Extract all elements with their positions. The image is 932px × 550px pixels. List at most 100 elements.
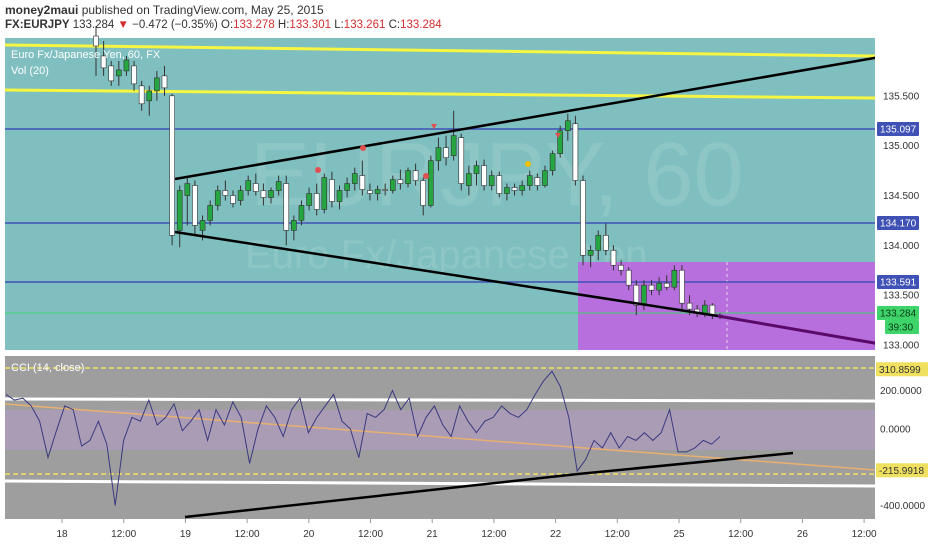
candle[interactable]: [633, 280, 640, 316]
candle[interactable]: [603, 223, 609, 256]
candle[interactable]: [443, 135, 449, 166]
candle[interactable]: [412, 163, 419, 186]
candle[interactable]: [100, 40, 107, 76]
candle[interactable]: [176, 185, 183, 248]
candle[interactable]: [268, 187, 274, 204]
candle[interactable]: [504, 183, 510, 201]
candle[interactable]: [496, 171, 503, 198]
candle[interactable]: [526, 170, 533, 191]
candle[interactable]: [222, 180, 229, 201]
candle[interactable]: [473, 160, 480, 186]
main-pane-title[interactable]: Euro Fx/Japanese Yen, 60, FX: [11, 49, 161, 61]
candle[interactable]: [542, 165, 548, 188]
candle[interactable]: [679, 265, 685, 311]
candle[interactable]: [557, 125, 563, 158]
candle[interactable]: [458, 133, 465, 191]
candle[interactable]: [321, 173, 328, 214]
candle[interactable]: [344, 177, 350, 198]
candle[interactable]: [260, 183, 267, 206]
candle[interactable]: [595, 230, 602, 261]
author-name[interactable]: money2maui: [5, 3, 79, 17]
candle[interactable]: [253, 173, 259, 196]
candle[interactable]: [405, 167, 411, 188]
candle[interactable]: [428, 155, 434, 208]
level-tag[interactable]: 135.097: [877, 122, 919, 136]
candle[interactable]: [610, 245, 617, 271]
level-tag[interactable]: 39:30: [885, 320, 919, 334]
candle[interactable]: [146, 85, 153, 116]
candle-body: [443, 147, 449, 158]
candle[interactable]: [534, 173, 541, 191]
candle[interactable]: [184, 177, 191, 226]
trendline-upper[interactable]: [174, 55, 881, 181]
trendline-lower[interactable]: [174, 230, 719, 318]
candle[interactable]: [123, 55, 130, 76]
candle[interactable]: [549, 150, 556, 176]
candle[interactable]: [116, 60, 122, 86]
candle[interactable]: [336, 185, 343, 210]
volume-label[interactable]: Vol (20): [11, 65, 49, 77]
cci-white-line-bottom[interactable]: [4, 479, 876, 488]
level-tag[interactable]: 134.170: [877, 216, 919, 230]
candle[interactable]: [131, 60, 137, 91]
candle[interactable]: [618, 260, 624, 276]
candle[interactable]: [329, 171, 335, 208]
candle[interactable]: [671, 265, 678, 291]
candle[interactable]: [397, 169, 404, 190]
candle[interactable]: [291, 215, 297, 241]
candle[interactable]: [306, 187, 312, 211]
cci-line[interactable]: [5, 370, 721, 506]
candle[interactable]: [237, 185, 244, 206]
cci-pane-title[interactable]: CCI (14, close): [11, 362, 84, 374]
candle[interactable]: [374, 185, 381, 201]
candle[interactable]: [466, 165, 472, 196]
candle[interactable]: [488, 170, 495, 191]
candle[interactable]: [245, 175, 251, 196]
candle[interactable]: [351, 167, 358, 191]
candle[interactable]: [138, 80, 145, 111]
candle[interactable]: [275, 175, 282, 196]
candle[interactable]: [192, 180, 198, 236]
trendline-lower-extension[interactable]: [717, 314, 881, 346]
candle[interactable]: [108, 60, 115, 86]
candle[interactable]: [214, 185, 221, 211]
candle[interactable]: [587, 245, 594, 268]
candle[interactable]: [580, 175, 586, 266]
level-tag[interactable]: 133.591: [877, 275, 919, 289]
candle[interactable]: [450, 110, 457, 161]
level-tag[interactable]: -215.9918: [876, 463, 928, 478]
candle[interactable]: [511, 183, 518, 196]
candle[interactable]: [154, 70, 160, 101]
candle[interactable]: [367, 183, 373, 201]
candle[interactable]: [648, 280, 655, 296]
candle[interactable]: [169, 93, 175, 246]
cci-trendline-lower[interactable]: [184, 472, 579, 519]
candle[interactable]: [93, 26, 99, 76]
candle[interactable]: [283, 175, 290, 246]
candle[interactable]: [625, 267, 632, 291]
yellow-channel-line-upper[interactable]: [4, 43, 876, 58]
candle[interactable]: [230, 190, 236, 208]
candle[interactable]: [207, 200, 213, 226]
pane-divider[interactable]: [0, 350, 932, 356]
cci-trendline-right[interactable]: [577, 451, 794, 476]
candle[interactable]: [298, 200, 305, 226]
candle[interactable]: [359, 160, 366, 196]
candle[interactable]: [572, 115, 579, 186]
level-tag[interactable]: 133.284: [877, 306, 919, 320]
cci-white-line-top[interactable]: [4, 397, 876, 403]
candle[interactable]: [313, 183, 320, 216]
candle[interactable]: [382, 183, 388, 196]
candle[interactable]: [161, 65, 168, 96]
candle[interactable]: [435, 137, 442, 171]
candle[interactable]: [656, 277, 662, 296]
candle[interactable]: [519, 180, 525, 196]
symbol-label[interactable]: FX:EURJPY: [5, 19, 70, 31]
candle[interactable]: [481, 159, 487, 191]
candle[interactable]: [389, 175, 396, 194]
candle[interactable]: [420, 177, 427, 216]
candle[interactable]: [565, 113, 571, 141]
level-tag[interactable]: 310.8599: [876, 362, 928, 377]
candle[interactable]: [663, 275, 670, 291]
